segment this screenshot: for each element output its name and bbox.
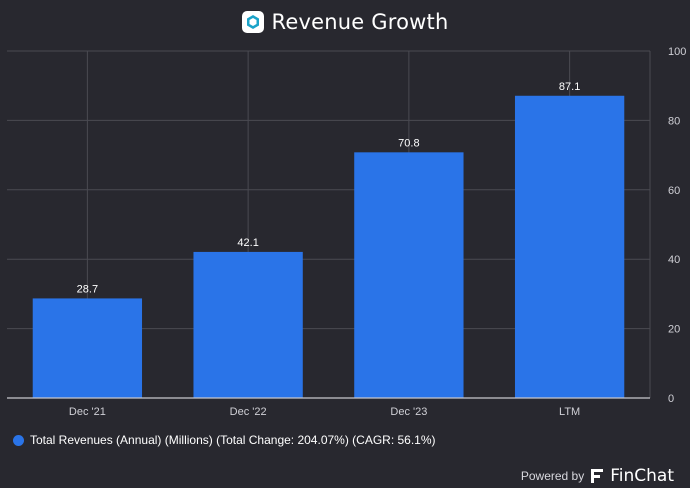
bar-0[interactable] — [32, 298, 143, 398]
finchat-brand[interactable]: FinChat — [610, 466, 674, 486]
legend-label: Total Revenues (Annual) (Millions) (Tota… — [30, 433, 436, 447]
powered-by: Powered by FinChat — [521, 466, 674, 486]
bar-3[interactable] — [514, 95, 625, 398]
y-tick-label: 100 — [668, 46, 686, 58]
data-label: 70.8 — [398, 137, 419, 149]
chart-title: Revenue Growth — [271, 10, 449, 34]
chart-title-bar: Revenue Growth — [0, 10, 690, 34]
y-tick-label: 0 — [668, 393, 674, 405]
x-tick-label: Dec '22 — [230, 406, 267, 418]
legend-marker — [13, 434, 24, 446]
x-tick-label: Dec '21 — [69, 406, 106, 418]
bar-1[interactable] — [193, 251, 303, 398]
y-tick-label: 40 — [668, 254, 680, 266]
y-tick-label: 60 — [668, 185, 680, 197]
data-label: 28.7 — [77, 283, 98, 295]
finchat-logo-icon — [591, 469, 604, 483]
y-tick-label: 20 — [668, 324, 680, 336]
company-logo-icon — [241, 11, 264, 33]
x-tick-label: Dec '23 — [390, 406, 427, 418]
data-label: 87.1 — [559, 81, 580, 93]
bar-2[interactable] — [354, 152, 464, 398]
powered-by-text: Powered by — [520, 469, 585, 483]
legend[interactable]: Total Revenues (Annual) (Millions) (Tota… — [13, 433, 436, 447]
data-label: 42.1 — [237, 237, 258, 249]
x-tick-label: LTM — [559, 406, 580, 418]
y-tick-label: 80 — [668, 115, 680, 127]
